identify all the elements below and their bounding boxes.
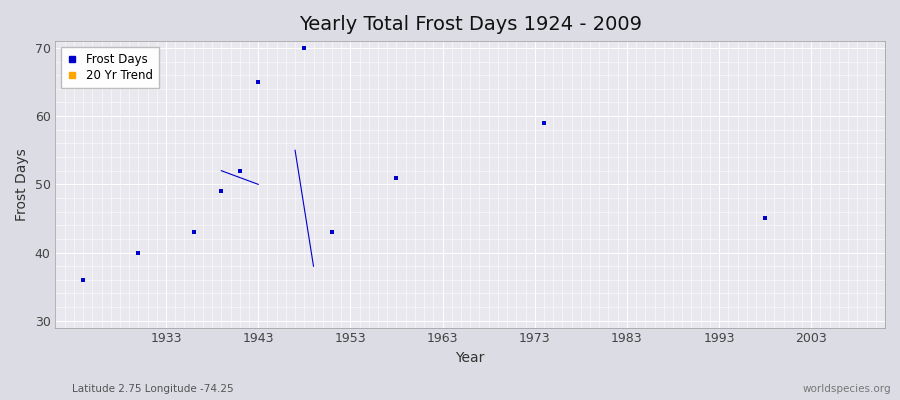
Point	[131, 249, 146, 256]
X-axis label: Year: Year	[455, 351, 485, 365]
Point	[251, 79, 266, 85]
Title: Yearly Total Frost Days 1924 - 2009: Yearly Total Frost Days 1924 - 2009	[299, 15, 642, 34]
Point	[214, 188, 229, 194]
Point	[390, 174, 404, 181]
Point	[758, 215, 772, 222]
Text: Latitude 2.75 Longitude -74.25: Latitude 2.75 Longitude -74.25	[72, 384, 234, 394]
Point	[232, 168, 247, 174]
Point	[297, 45, 311, 51]
Point	[186, 229, 201, 235]
Point	[325, 229, 339, 235]
Y-axis label: Frost Days: Frost Days	[15, 148, 29, 221]
Text: worldspecies.org: worldspecies.org	[803, 384, 891, 394]
Point	[536, 120, 551, 126]
Legend: Frost Days, 20 Yr Trend: Frost Days, 20 Yr Trend	[61, 47, 159, 88]
Point	[76, 277, 90, 283]
